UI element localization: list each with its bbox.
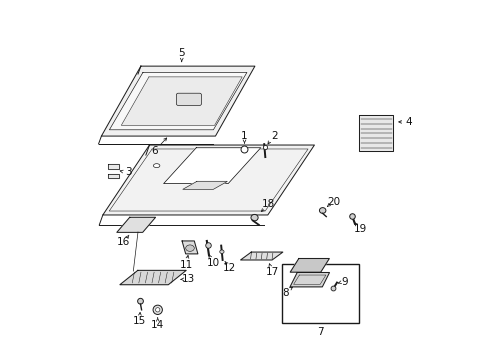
Ellipse shape [155, 308, 160, 312]
Text: 14: 14 [151, 320, 164, 330]
Bar [282, 264, 359, 323]
Text: 12: 12 [222, 263, 235, 273]
Ellipse shape [219, 250, 224, 253]
Text: 9: 9 [341, 277, 347, 287]
Polygon shape [182, 241, 198, 254]
Text: 13: 13 [182, 274, 195, 284]
Text: 8: 8 [282, 288, 288, 298]
Text: 17: 17 [265, 267, 279, 277]
Polygon shape [290, 258, 328, 272]
Polygon shape [107, 174, 119, 178]
Polygon shape [163, 148, 260, 184]
Text: 20: 20 [326, 197, 339, 207]
Polygon shape [109, 72, 246, 130]
Ellipse shape [153, 305, 162, 315]
Text: 10: 10 [206, 258, 220, 268]
Ellipse shape [319, 208, 325, 213]
Ellipse shape [185, 245, 194, 251]
Text: 7: 7 [317, 327, 324, 337]
Text: 4: 4 [404, 117, 411, 127]
Text: 2: 2 [270, 131, 277, 141]
Polygon shape [240, 252, 282, 260]
Text: 11: 11 [180, 260, 193, 270]
Text: 15: 15 [133, 316, 146, 325]
Text: 1: 1 [241, 131, 247, 140]
Polygon shape [289, 273, 329, 287]
Text: 18: 18 [262, 199, 275, 209]
Polygon shape [121, 77, 242, 125]
FancyBboxPatch shape [176, 93, 201, 105]
Text: 3: 3 [125, 167, 131, 177]
Polygon shape [101, 66, 254, 136]
Text: 6: 6 [151, 147, 158, 157]
Polygon shape [117, 217, 155, 232]
Ellipse shape [137, 298, 143, 304]
Polygon shape [359, 116, 392, 151]
Polygon shape [107, 164, 119, 169]
Ellipse shape [250, 215, 258, 221]
Polygon shape [183, 181, 227, 189]
Text: 19: 19 [353, 225, 366, 234]
Polygon shape [102, 145, 314, 215]
Text: 16: 16 [117, 237, 130, 247]
Ellipse shape [153, 164, 160, 168]
Text: 5: 5 [178, 48, 184, 58]
Polygon shape [120, 270, 186, 285]
